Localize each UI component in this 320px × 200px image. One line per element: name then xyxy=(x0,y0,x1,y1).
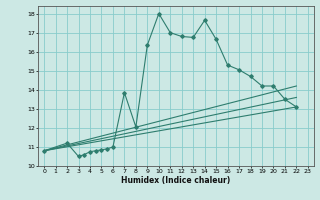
X-axis label: Humidex (Indice chaleur): Humidex (Indice chaleur) xyxy=(121,176,231,185)
